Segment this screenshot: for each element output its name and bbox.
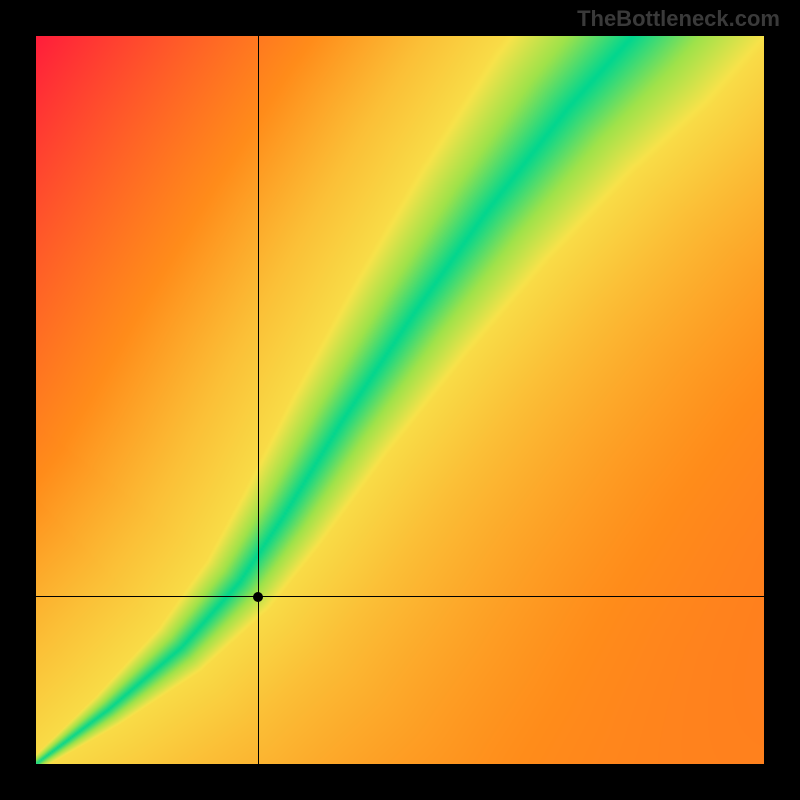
watermark-text: TheBottleneck.com xyxy=(577,6,780,32)
heatmap-plot xyxy=(36,36,764,764)
heatmap-canvas xyxy=(36,36,764,764)
crosshair-vertical xyxy=(258,36,259,764)
crosshair-horizontal xyxy=(36,596,764,597)
crosshair-marker xyxy=(253,592,263,602)
